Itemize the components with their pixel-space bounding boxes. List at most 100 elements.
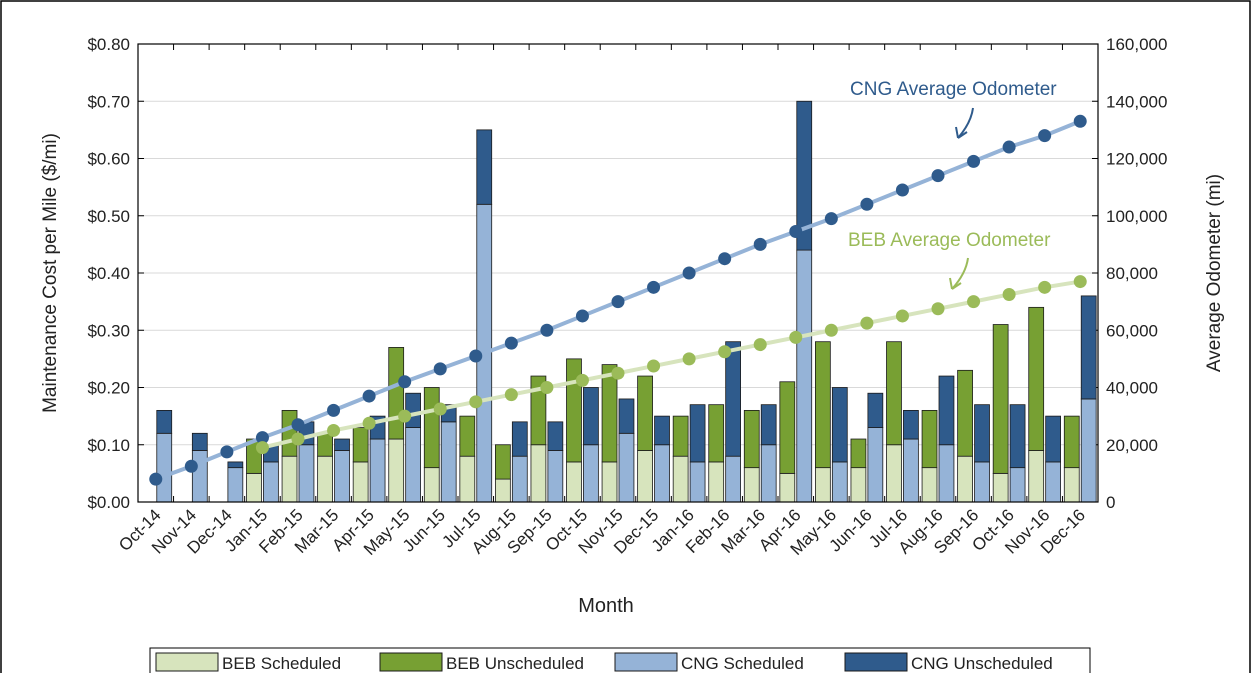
y-axis-title: Maintenance Cost per Mile ($/mi) — [40, 133, 61, 413]
annotation-arrowhead — [949, 277, 962, 290]
line-marker — [789, 330, 803, 344]
bar-segment — [459, 455, 476, 503]
bar-segment — [1045, 461, 1061, 503]
bar-segment — [566, 461, 582, 503]
line-marker — [291, 418, 305, 432]
line-marker — [149, 472, 163, 486]
line-marker — [1038, 280, 1052, 294]
bar-segment — [494, 478, 511, 503]
line-marker — [540, 381, 554, 394]
bar-segment — [405, 427, 421, 503]
y2-tick-label: 80,000 — [1106, 264, 1158, 283]
line-marker — [967, 295, 981, 309]
bar-segment — [938, 444, 955, 503]
line-marker — [469, 395, 483, 409]
line-marker — [433, 362, 447, 376]
bar-segment — [1028, 450, 1045, 503]
bar-segment — [957, 369, 973, 457]
bar-segment — [708, 404, 725, 463]
bar-segment — [779, 381, 796, 474]
bar-segment — [796, 249, 813, 503]
bar-segment — [388, 347, 405, 440]
line-marker — [718, 345, 732, 359]
line-marker — [1002, 140, 1016, 154]
line-marker — [967, 154, 981, 168]
y-tick-label: $0.80 — [87, 35, 130, 54]
bar-segment — [831, 461, 848, 503]
line-marker — [753, 338, 767, 352]
bar-segment — [547, 450, 564, 503]
line-marker — [433, 402, 447, 416]
line-marker — [1038, 129, 1052, 143]
line-marker — [1073, 275, 1087, 289]
line-marker — [931, 169, 945, 183]
bar-segment — [831, 387, 848, 463]
bar-segment — [1080, 398, 1097, 503]
line-marker — [682, 266, 696, 280]
y-tick-label: $0.10 — [87, 436, 130, 455]
bar-segment — [601, 461, 618, 503]
bar-segment — [886, 444, 902, 503]
bar-segment — [743, 409, 760, 469]
bar-segment — [459, 415, 476, 457]
line-marker — [753, 237, 767, 251]
bar-segment — [992, 472, 1009, 503]
line-marker — [575, 309, 589, 323]
bar-segment — [156, 409, 173, 434]
bar-segment — [1080, 295, 1097, 400]
bar-segment — [352, 461, 369, 503]
legend-swatch — [155, 652, 219, 672]
legend-swatch — [844, 652, 908, 672]
bar-segment — [227, 467, 244, 503]
line-marker — [682, 352, 696, 366]
bar-segment — [921, 467, 938, 503]
bar-segment — [637, 450, 653, 503]
line-marker — [860, 316, 874, 330]
line-marker — [469, 349, 483, 363]
bar-segment — [1028, 306, 1045, 451]
bar-segment — [405, 392, 421, 428]
bar-segment — [992, 324, 1009, 474]
legend-label: CNG Scheduled — [681, 654, 804, 673]
y2-tick-label: 100,000 — [1106, 207, 1167, 226]
bar-segment — [440, 421, 457, 503]
y2-tick-label: 20,000 — [1106, 436, 1158, 455]
bar-segment — [298, 444, 315, 503]
line-marker — [398, 409, 412, 423]
bar-segment — [246, 472, 262, 503]
bar-segment — [689, 461, 706, 503]
bar-segment — [867, 427, 884, 503]
line-marker — [824, 323, 838, 337]
bar-segment — [689, 404, 706, 463]
bar-segment — [654, 444, 670, 503]
bar-segment — [760, 404, 777, 446]
line-marker — [1002, 287, 1016, 301]
bar-segment — [618, 398, 635, 434]
bar-segment — [317, 432, 333, 457]
bar-segment — [743, 467, 760, 503]
bar-segment — [815, 341, 831, 469]
bar-segment — [903, 409, 919, 440]
y2-tick-label: 160,000 — [1106, 35, 1167, 54]
bar-segment — [281, 455, 298, 503]
bar-segment — [903, 438, 919, 503]
y-tick-label: $0.60 — [87, 150, 130, 169]
bar-segment — [974, 461, 990, 503]
bar-segment — [974, 404, 990, 463]
y2-tick-label: 120,000 — [1106, 150, 1167, 169]
line-marker — [220, 445, 234, 459]
bar-segment — [1063, 467, 1080, 503]
bar-segment — [334, 450, 350, 503]
line-marker — [362, 389, 376, 403]
legend-label: CNG Unscheduled — [911, 654, 1053, 673]
line-marker — [789, 224, 803, 238]
line-marker — [575, 373, 589, 387]
bar-segment — [191, 432, 208, 451]
bar-segment — [388, 438, 405, 503]
bar-segment — [583, 387, 599, 446]
y-tick-label: $0.20 — [87, 379, 130, 398]
annotation: CNG Average Odometer — [850, 79, 1057, 100]
bar-segment — [511, 421, 528, 457]
line-marker — [611, 295, 625, 309]
